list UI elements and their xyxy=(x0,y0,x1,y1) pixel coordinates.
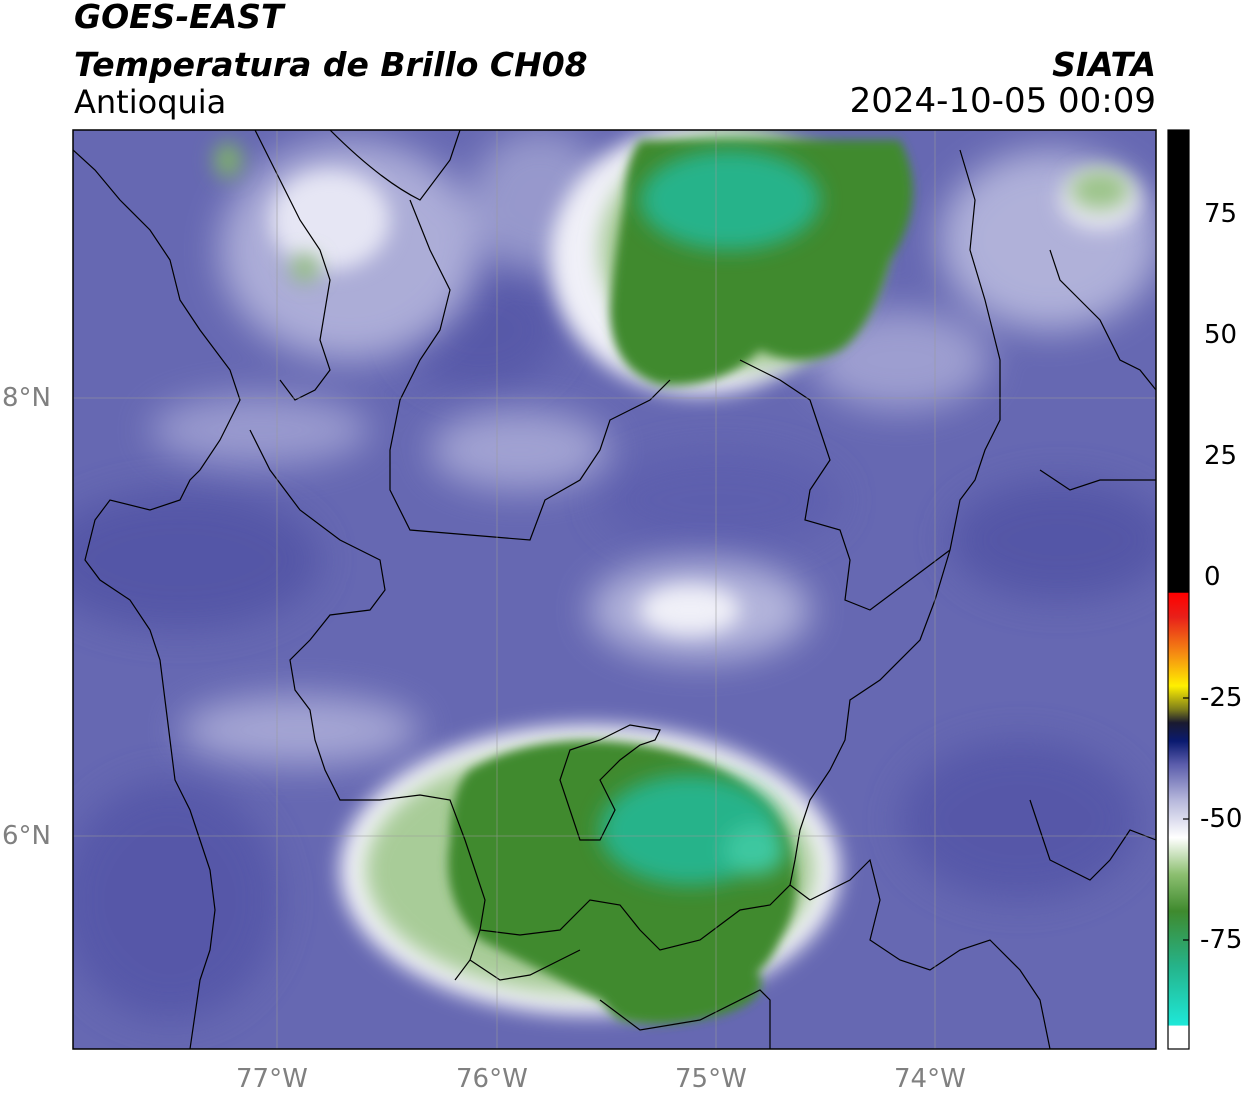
lon-tick-label: 76°W xyxy=(456,1064,528,1094)
graticule xyxy=(73,130,1156,1049)
colorbar-tick-label: 50 xyxy=(1204,320,1238,350)
datetime-label: 2024-10-05 00:09 xyxy=(849,81,1156,121)
lon-tick-label: 74°W xyxy=(894,1064,966,1094)
product-title: Temperatura de Brillo CH08 xyxy=(74,45,588,84)
lon-tick-label: 77°W xyxy=(236,1064,308,1094)
lat-tick-label: 6°N xyxy=(2,821,51,851)
colorbar-tick-label: 0 xyxy=(1204,562,1221,592)
colorbar xyxy=(1167,129,1190,1050)
colorbar-tick-label: 25 xyxy=(1204,441,1238,471)
colorbar-tick-label: -50 xyxy=(1200,804,1243,834)
satellite-title: GOES-EAST xyxy=(74,0,284,36)
colorbar-tick-label: 75 xyxy=(1204,199,1238,229)
region-label: Antioquia xyxy=(74,83,227,121)
map-frame xyxy=(72,129,1157,1050)
colorbar-tick-label: -25 xyxy=(1200,683,1243,713)
agency-label: SIATA xyxy=(1052,45,1156,84)
colorbar-tick-label: -75 xyxy=(1200,925,1243,955)
lon-tick-label: 75°W xyxy=(675,1064,747,1094)
brightness-temperature-field xyxy=(73,130,1156,1049)
lat-tick-label: 8°N xyxy=(2,383,51,413)
colorbar-gradient xyxy=(1168,130,1189,1049)
border-lines xyxy=(73,130,1156,1049)
